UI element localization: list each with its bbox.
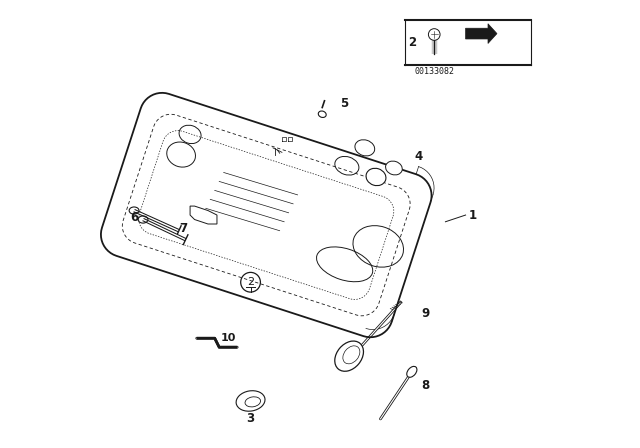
Text: 6: 6: [130, 211, 138, 224]
Ellipse shape: [366, 168, 386, 185]
Polygon shape: [466, 24, 497, 43]
Text: 00133082: 00133082: [414, 67, 454, 76]
Text: 9: 9: [421, 307, 429, 320]
Text: 8: 8: [421, 379, 429, 392]
Ellipse shape: [335, 341, 364, 371]
Text: 3: 3: [246, 412, 255, 426]
Ellipse shape: [407, 366, 417, 377]
Text: 2: 2: [408, 36, 416, 49]
Text: 1: 1: [468, 208, 476, 222]
Text: 4: 4: [415, 150, 422, 164]
Text: 7: 7: [179, 222, 188, 235]
Ellipse shape: [236, 391, 265, 411]
Text: 2: 2: [247, 277, 254, 287]
Ellipse shape: [385, 161, 403, 175]
Text: 10: 10: [220, 333, 236, 343]
Text: 5: 5: [340, 96, 349, 110]
